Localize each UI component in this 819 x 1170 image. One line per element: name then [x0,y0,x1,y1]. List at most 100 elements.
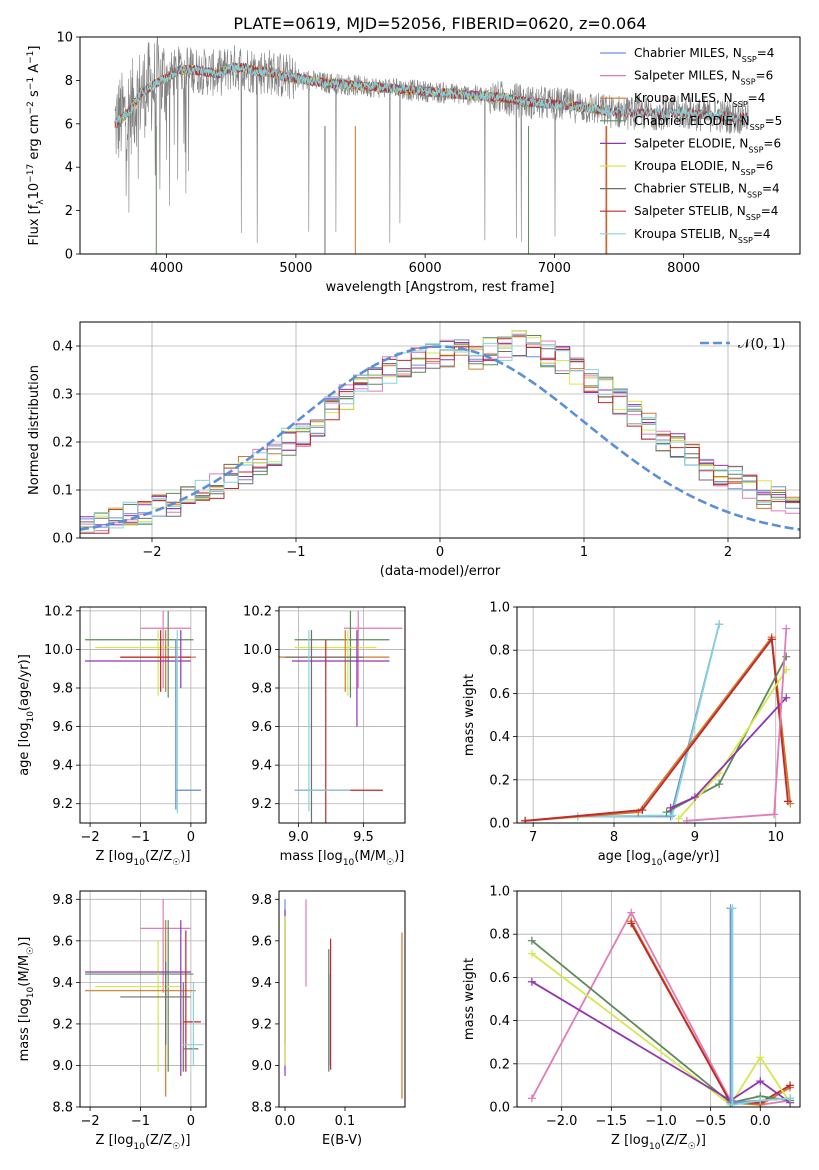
model-spectrum-8 [114,62,749,127]
x-tick-label: 6000 [409,261,442,276]
mass-weight-vs-z-panel: −2.0 −1.5 −1.0 −0.5 0.0 0.0 0.2 0.4 0.6 0.8 1.0 Z [… [462,885,801,1152]
y-tick-label: 9.8 [251,682,272,697]
y-tick-label: 0.0 [489,1101,510,1116]
x-tick-label: 0 [436,545,444,560]
data-point [85,920,191,1076]
series-marker [756,1053,765,1062]
y-tick-label: 10.0 [44,643,73,658]
series-marker [668,811,677,820]
x-tick-label: 8 [610,830,618,845]
legend: 𝒩(0, 1) [700,337,785,352]
y-tick-label: 9.0 [251,1059,272,1074]
data-point [294,630,377,696]
data-point [294,630,351,812]
x-tick-label: −2 [142,545,161,560]
residual-histogram-6 [80,341,800,525]
y-tick-label: 1.0 [489,885,510,900]
plot-area [85,899,204,1097]
y-tick-label: 0 [65,248,73,263]
series-marker [666,812,675,821]
y-tick-label: 9.8 [251,893,272,908]
y-tick-label: 9.4 [52,976,73,991]
spectrum-panel: 4000 5000 6000 7000 8000 0 2 4 6 8 10 wavelength [A… [26,31,801,295]
x-tick-label: 9 [691,830,699,845]
y-axis-label: mass weight [462,958,477,1040]
x-tick-label: −1 [131,830,150,845]
y-tick-label: 2 [65,204,73,219]
y-tick-label: 8.8 [52,1101,73,1116]
y-tick-label: 9.2 [52,797,73,812]
series-marker [756,1077,765,1086]
data-point [183,930,201,1072]
data-point [85,920,194,1072]
data-point [95,940,181,1072]
x-tick-label: 0 [187,830,195,845]
data-point [175,639,201,810]
y-tick-label: 9.6 [52,934,73,949]
series-marker [521,816,530,823]
residual-histogram-8 [80,334,800,533]
y-tick-label: 9.4 [52,759,73,774]
legend-entry: Kroupa ELODIE, NSSP=6 [634,159,773,177]
x-tick-label: −2 [80,1114,99,1129]
age-vs-mass-panel: 9.0 9.5 9.2 9.4 9.6 9.8 10.0 10.2 mass [log10(M/… [243,604,406,868]
y-tick-label: 9.4 [251,976,272,991]
legend-entry: Chabrier STELIB, NSSP=4 [634,182,780,200]
x-tick-label: 7 [529,830,537,845]
legend-entry: 𝒩(0, 1) [738,337,785,352]
y-tick-label: 9.2 [251,1017,272,1032]
x-axis-label: mass [log10(M/M☉)] [280,849,405,868]
figure-title: PLATE=0619, MJD=52056, FIBERID=0620, z=0… [233,14,646,33]
x-tick-label: 8000 [667,261,700,276]
series-marker [756,1096,765,1105]
series-marker [666,803,675,812]
legend-entry: Chabrier MILES, NSSP=4 [634,46,774,64]
x-tick-label: −1.5 [596,1114,628,1129]
mass-weight-vs-age-panel: 7 8 9 10 0.0 0.2 0.4 0.6 0.8 1.0 age [log10(age/yr… [462,601,801,868]
y-tick-label: 9.8 [52,682,73,697]
y-tick-label: 8 [65,74,73,89]
series-line-4 [531,952,791,1107]
x-axis-label: E(B-V) [322,1133,362,1148]
series-marker [682,816,691,823]
y-tick-label: 9.6 [52,720,73,735]
x-axis-label: wavelength [Angstrom, rest frame] [326,280,555,295]
axes-frame [278,606,406,824]
y-tick-label: 0.0 [489,817,510,832]
axes-frame [79,890,207,1108]
legend: Chabrier MILES, NSSP=4 Salpeter MILES, NS… [600,46,782,244]
x-tick-label: 0.0 [750,1114,771,1129]
series-marker [527,949,536,958]
series-marker [527,977,536,986]
series-marker [690,793,699,802]
legend-entry: Kroupa STELIB, NSSP=4 [634,227,771,245]
x-tick-label: 0.1 [335,1114,356,1129]
x-tick-label: 2 [724,545,732,560]
y-tick-label: 9.8 [52,893,73,908]
residuals-panel: −2 −1 0 1 2 0.0 0.1 0.2 0.3 0.4 (data-model)/error… [27,321,801,579]
y-tick-label: 0.2 [52,436,73,451]
y-tick-label: 9.6 [251,720,272,735]
normal-curve [80,345,800,531]
series-marker [783,797,792,806]
series-marker [527,936,536,945]
x-tick-label: 7000 [538,261,571,276]
y-tick-label: 9.0 [52,1059,73,1074]
x-tick-label: 0.0 [275,1114,296,1129]
y-tick-label: 9.2 [251,797,272,812]
y-tick-label: 0.3 [52,388,73,403]
x-tick-label: 5000 [279,261,312,276]
x-tick-label: 10 [767,830,784,845]
data-point [182,982,199,1072]
data-point [95,630,181,696]
series-marker [527,1094,536,1103]
series-marker [767,635,776,644]
y-tick-label: 9.6 [251,934,272,949]
data-point [294,610,390,698]
y-tick-label: 0.6 [489,687,510,702]
y-axis-label: mass [log10(M/M☉)] [17,937,36,1062]
series-line-7 [731,908,791,1106]
residual-histogram-7 [80,335,800,534]
y-tick-label: 0.2 [489,773,510,788]
